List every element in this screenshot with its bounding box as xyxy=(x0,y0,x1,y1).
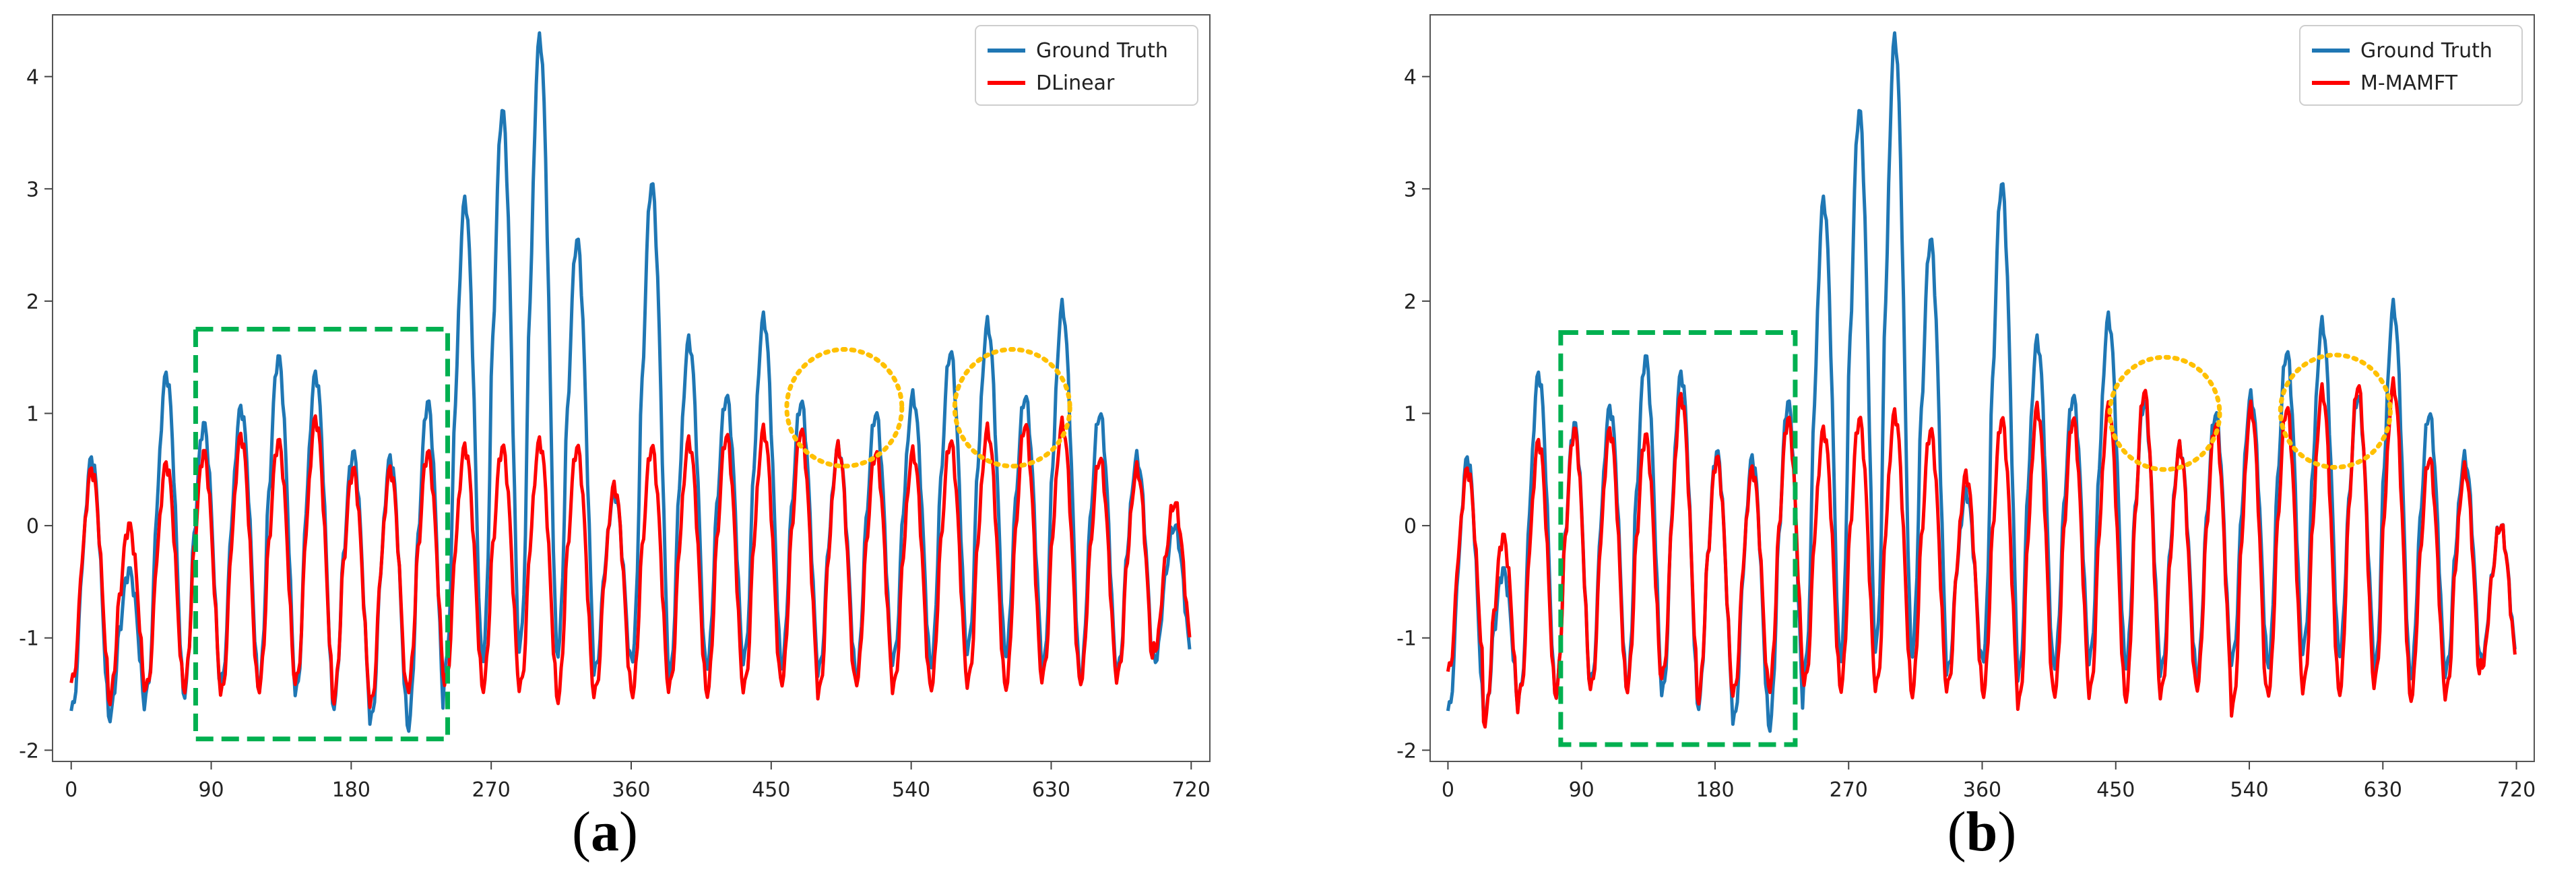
y-tick-label: 2 xyxy=(26,290,39,314)
x-tick-label: 720 xyxy=(1172,778,1211,802)
x-tick-label: 180 xyxy=(332,778,371,802)
x-tick-label: 630 xyxy=(2364,778,2402,802)
y-tick-label: 0 xyxy=(26,515,39,538)
highlight-box xyxy=(1558,330,1798,747)
x-tick-label: 180 xyxy=(1696,778,1734,802)
x-tick-label: 270 xyxy=(472,778,511,802)
y-tick-label: 3 xyxy=(1404,178,1417,201)
highlight-circle xyxy=(952,347,1072,469)
x-tick-label: 90 xyxy=(1569,778,1595,802)
x-tick-label: 720 xyxy=(2497,778,2536,802)
x-tick-label: 0 xyxy=(1442,778,1454,802)
highlight-circle xyxy=(784,347,905,469)
x-tick-label: 450 xyxy=(2096,778,2135,802)
x-tick-label: 450 xyxy=(752,778,790,802)
y-tick-label: 1 xyxy=(26,402,39,426)
x-tick-label: 540 xyxy=(892,778,930,802)
y-tick-label: 3 xyxy=(26,178,39,201)
y-tick-label: 4 xyxy=(26,66,39,90)
prediction-series-line xyxy=(1446,376,2517,729)
panel-b: 0 90 180 270 360 450 540 630 720 -2 -1 0 1 2 3 4 Ground … xyxy=(1396,14,2536,802)
legend-box xyxy=(2299,25,2523,106)
x-tick-label: 360 xyxy=(1963,778,2001,802)
panel-b-caption-letter: b xyxy=(1966,801,1998,863)
legend-ground-truth-label: Ground Truth xyxy=(2360,39,2492,63)
y-tick-label: 0 xyxy=(1404,515,1417,538)
y-tick-label: 2 xyxy=(1404,290,1417,314)
legend-box xyxy=(975,25,1198,106)
panel-b-caption: (b) xyxy=(1947,801,2017,863)
x-tick-label: 540 xyxy=(2230,778,2268,802)
ground-truth-series-line xyxy=(69,31,1192,733)
panel-a-caption-letter: a xyxy=(591,801,619,863)
y-tick-label: -2 xyxy=(1396,739,1417,763)
y-tick-label: 4 xyxy=(1404,66,1417,90)
highlight-circle xyxy=(2107,354,2222,472)
x-tick-label: 360 xyxy=(612,778,650,802)
panel-a-caption: (a) xyxy=(572,801,638,863)
ground-truth-series-line xyxy=(1446,31,2517,733)
y-tick-label: -1 xyxy=(19,627,39,651)
y-tick-label: -1 xyxy=(1396,627,1417,651)
x-tick-label: 90 xyxy=(198,778,224,802)
prediction-series-line xyxy=(69,414,1192,710)
x-tick-label: 0 xyxy=(65,778,77,802)
x-tick-label: 270 xyxy=(1830,778,1868,802)
y-tick-label: -2 xyxy=(19,739,39,763)
legend-ground-truth-label: Ground Truth xyxy=(1036,39,1168,63)
legend-prediction-label: M-MAMFT xyxy=(2360,71,2458,95)
legend-prediction-label: DLinear xyxy=(1036,71,1115,95)
y-tick-label: 1 xyxy=(1404,402,1417,426)
panel-a: 0 90 180 270 360 450 540 630 720 -2 -1 0 1 2 3 4 Ground … xyxy=(19,14,1211,802)
highlight-circle xyxy=(2278,352,2393,470)
x-tick-label: 630 xyxy=(1032,778,1070,802)
